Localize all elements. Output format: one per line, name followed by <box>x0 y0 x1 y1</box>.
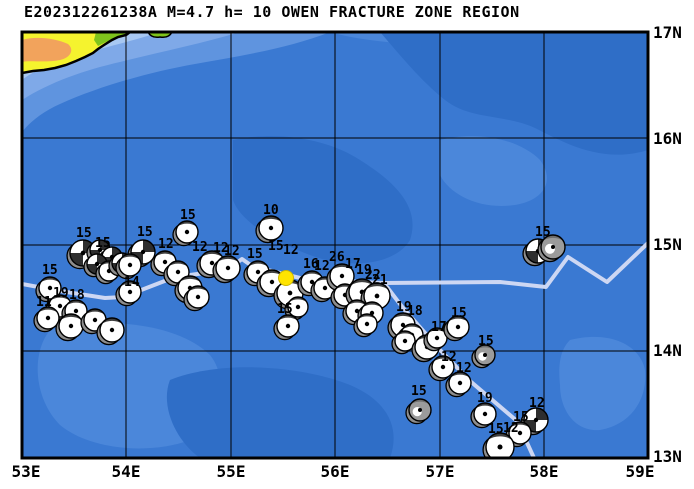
beachball-icon <box>537 234 566 263</box>
beachball-icon <box>172 220 199 247</box>
beachball-icon <box>212 255 241 284</box>
depth-label: 15 <box>42 263 58 278</box>
beachball-icon <box>310 276 337 303</box>
depth-label: 15 <box>451 306 467 321</box>
beachball-icon <box>470 402 497 429</box>
x-tick-label: 54E <box>112 462 141 481</box>
focal-mechanisms <box>33 215 566 458</box>
depth-label: 12 <box>283 243 299 258</box>
x-tick-label: 57E <box>426 462 455 481</box>
beachball-icon <box>115 280 142 307</box>
depth-label: 15 <box>277 302 293 317</box>
x-tick-label: 55E <box>217 462 246 481</box>
graticule <box>22 32 648 458</box>
y-tick-label: 14N <box>653 341 682 360</box>
coastline <box>22 32 131 75</box>
depth-label: 12 <box>158 237 174 252</box>
main-event-marker <box>278 270 294 286</box>
beachball-icon <box>183 285 210 312</box>
depth-label: 14 <box>124 275 140 290</box>
depth-label: 16 <box>303 257 319 272</box>
axis-labels: 53E 54E 55E 56E 57E 58E 59E 17N 16N 15N 14N 13N <box>12 23 682 481</box>
depth-label: 21 <box>372 273 388 288</box>
beachball-icon <box>405 398 432 425</box>
y-tick-label: 15N <box>653 235 682 254</box>
beachball-icon <box>33 306 60 333</box>
depth-label: 15 <box>180 208 196 223</box>
depth-label: 12 <box>192 240 208 255</box>
depth-label: 15 <box>478 334 494 349</box>
beachball-icon <box>353 313 378 338</box>
beachball-icon <box>428 355 455 382</box>
depth-label: 15 <box>488 422 504 437</box>
depth-label: 19 <box>396 300 412 315</box>
page-title: E202312261238A M=4.7 h= 10 OWEN FRACTURE… <box>24 3 520 21</box>
depth-label: 19 <box>477 391 493 406</box>
y-tick-label: 16N <box>653 129 682 148</box>
beachball-icon <box>55 313 84 342</box>
x-tick-label: 58E <box>530 462 559 481</box>
depth-label: 12 <box>314 259 330 274</box>
beachball-icon <box>255 215 284 244</box>
y-tick-label: 13N <box>653 447 682 466</box>
x-tick-label: 53E <box>12 462 41 481</box>
beachball-icon <box>115 253 142 280</box>
depth-label: 19 <box>356 263 372 278</box>
beachball-icon <box>445 371 472 398</box>
event-marker-layer <box>278 270 294 286</box>
beachball-icon <box>423 327 448 352</box>
depth-label: 15 <box>411 384 427 399</box>
depth-label: 12 <box>213 241 229 256</box>
depth-label: 17 <box>345 257 361 272</box>
depth-label: 17 <box>431 320 447 335</box>
bathymetry-light-patch <box>440 136 547 206</box>
depth-label: 19 <box>53 286 69 301</box>
depth-label: 15 <box>535 225 551 240</box>
depth-label: 15 <box>95 236 111 251</box>
beachball-icon <box>471 344 496 369</box>
bathymetry-dark-patch <box>166 367 394 458</box>
x-tick-label: 56E <box>321 462 350 481</box>
depth-label: 15 <box>247 247 263 262</box>
depth-label: 11 <box>36 295 52 310</box>
depth-label: 12 <box>529 396 545 411</box>
depth-label: 12 <box>456 361 472 376</box>
beachball-icon <box>505 421 532 448</box>
beachball-icon <box>391 330 416 355</box>
depth-label: 12 <box>441 350 457 365</box>
map-border <box>20 30 650 460</box>
depth-label: 15 <box>513 410 529 425</box>
depth-label: 18 <box>407 304 423 319</box>
depth-label: 26 <box>329 250 345 265</box>
beachball-icon <box>35 276 62 303</box>
beachball-icon <box>273 314 300 341</box>
depth-label: 12 <box>224 244 240 259</box>
y-tick-label: 17N <box>653 23 682 42</box>
beachball-icon <box>96 317 125 346</box>
beachball-icon <box>443 315 470 342</box>
bathymetry-dark-patch <box>380 32 648 155</box>
bathymetry-light-patch <box>559 336 646 431</box>
depth-label: 15 <box>76 226 92 241</box>
beachball-icon <box>482 432 515 458</box>
depth-label: 15 <box>268 239 284 254</box>
depth-label: 12 <box>503 421 519 436</box>
depth-label: 18 <box>69 288 85 303</box>
depth-label: 15 <box>137 225 153 240</box>
depth-label: 10 <box>263 203 279 218</box>
x-tick-label: 59E <box>626 462 655 481</box>
depth-label: 22 <box>365 268 381 283</box>
land-highland <box>22 37 72 62</box>
beachball-icon <box>520 407 549 436</box>
